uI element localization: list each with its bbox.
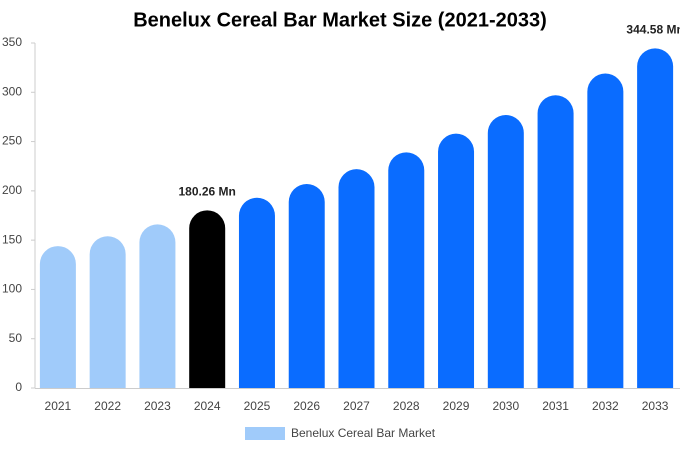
y-tick-label: 0 [15,380,22,394]
bar [637,48,674,388]
y-tick-label: 200 [2,183,22,197]
x-tick-label: 2023 [144,399,171,413]
x-tick-label: 2028 [393,399,420,413]
legend-label: Benelux Cereal Bar Market [291,426,436,440]
data-label: 180.26 Mn [179,184,236,198]
y-tick-label: 100 [2,282,22,296]
bar [487,114,524,388]
x-tick-label: 2027 [343,399,370,413]
x-tick-label: 2026 [293,399,320,413]
bar [189,210,226,388]
y-tick-label: 250 [2,134,22,148]
x-tick-label: 2024 [194,399,221,413]
chart-title: Benelux Cereal Bar Market Size (2021-203… [133,9,547,31]
x-tick-label: 2025 [244,399,271,413]
x-tick-label: 2033 [642,399,669,413]
y-tick-label: 150 [2,232,22,246]
x-tick-label: 2021 [45,399,72,413]
x-tick-label: 2032 [592,399,619,413]
bar [587,73,624,388]
bar [39,246,76,388]
data-label: 344.58 Mn [626,23,680,37]
x-tick-label: 2029 [443,399,470,413]
y-tick-label: 50 [9,331,23,345]
y-tick-label: 350 [2,35,22,49]
bar [89,236,126,388]
x-tick-label: 2022 [94,399,121,413]
bar [238,197,275,388]
bar [438,133,475,388]
bar [139,224,176,388]
bar [288,183,325,388]
x-tick-label: 2031 [542,399,569,413]
bar [338,169,375,388]
bar [388,152,425,388]
y-tick-label: 300 [2,84,22,98]
bar [537,95,574,388]
x-tick-label: 2030 [492,399,519,413]
legend-swatch [245,427,285,440]
